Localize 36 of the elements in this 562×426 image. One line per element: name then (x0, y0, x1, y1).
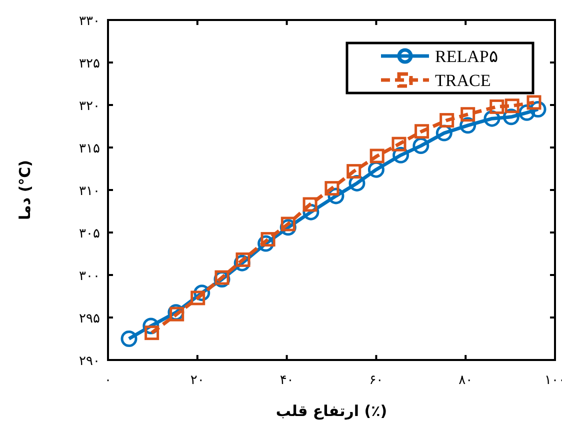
point (324, 181, 340, 196)
point (504, 98, 520, 114)
y-tick-label: ۳۲۵ (79, 56, 100, 72)
point (440, 113, 454, 128)
y-tick-label: ۳۲۰ (79, 99, 100, 114)
point (392, 136, 406, 152)
point (260, 232, 276, 247)
x-tick-label: ۲۰ (190, 373, 204, 388)
x-tick-label: ۸۰ (458, 373, 473, 388)
legend-label: TRACE (435, 71, 491, 90)
y-tick-label: ۲۹۰ (79, 354, 100, 369)
point (236, 252, 250, 267)
y-tick-label: ۳۰۰ (79, 269, 100, 284)
y-tick-label: ۳۳۰ (79, 14, 100, 29)
point (370, 148, 384, 164)
x-tick-label: ۶۰ (369, 373, 384, 388)
point (414, 124, 430, 139)
point (144, 326, 160, 340)
x-tick-label: ۰ (104, 373, 112, 388)
y-tick-label: ۳۱۵ (79, 142, 100, 156)
point (302, 197, 318, 212)
point (460, 107, 476, 122)
point (346, 164, 362, 179)
point (120, 330, 138, 347)
point (526, 95, 542, 110)
y-tick-label: ۳۱۰ (79, 184, 100, 199)
y-tick-label: ۳۰۵ (79, 226, 100, 242)
y-axis-title: دما (°C) (16, 160, 34, 220)
legend-label: RELAP۵ (435, 47, 498, 66)
point (280, 216, 296, 232)
x-axis-title: ارتفاع قلب (٪) (276, 402, 388, 420)
point (490, 99, 504, 114)
x-tick-label: ۴۰ (280, 373, 294, 388)
point (412, 138, 430, 154)
y-tick-label: ۲۹۵ (79, 312, 100, 326)
point (190, 290, 206, 306)
